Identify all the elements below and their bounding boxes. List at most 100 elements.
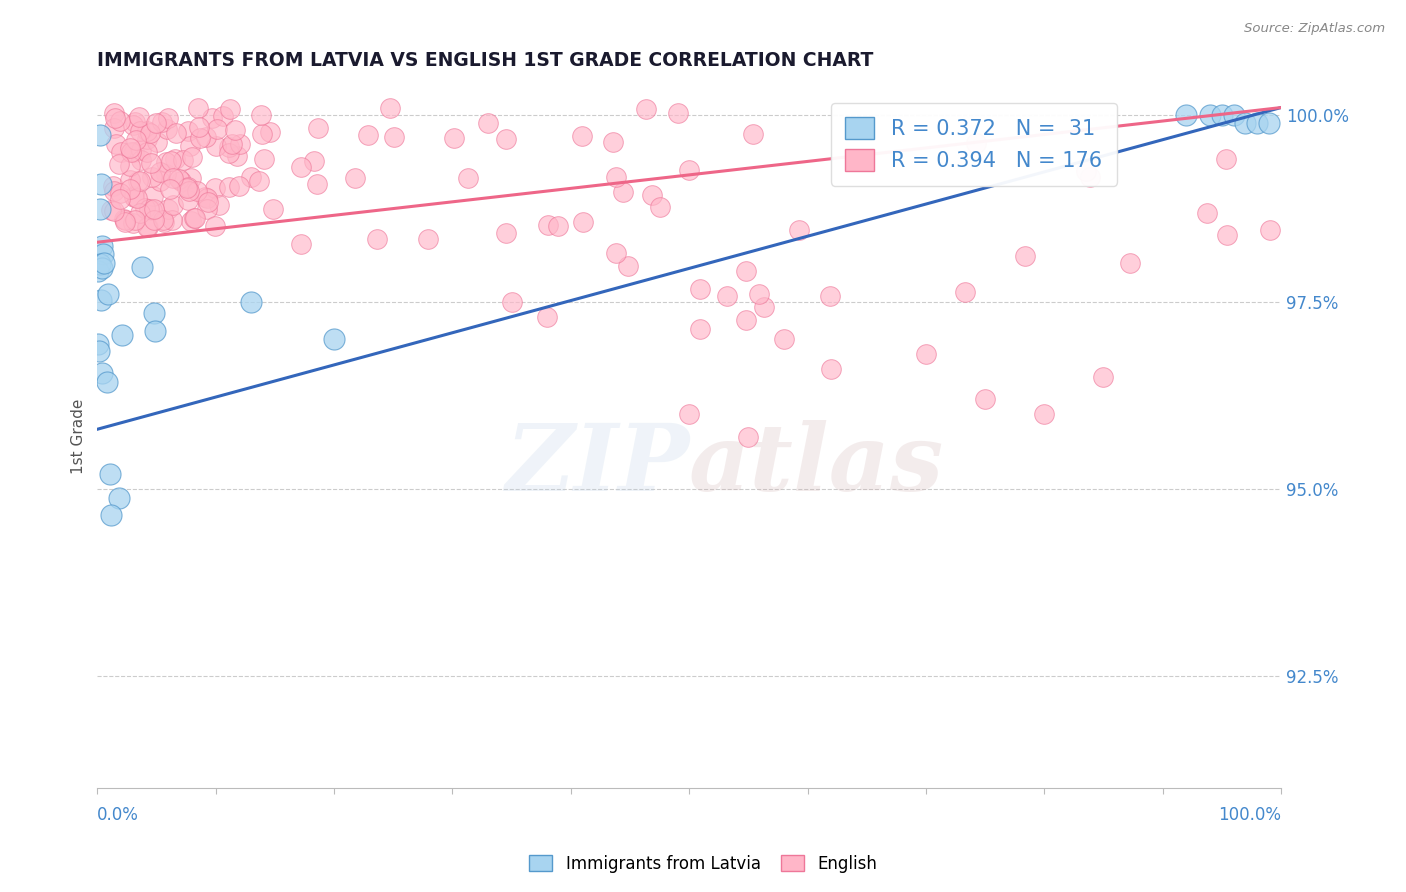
Point: [357, 128, 380, 142]
Point: [122, 217, 145, 231]
Point: [965, 136, 987, 150]
Point: [129, 143, 152, 157]
Point: [122, 118, 145, 132]
Point: [648, 200, 671, 214]
Point: [149, 174, 172, 188]
Point: [145, 136, 167, 150]
Point: [678, 163, 700, 178]
Point: [177, 193, 200, 207]
Point: [155, 155, 177, 169]
Point: [177, 179, 200, 194]
Point: [127, 173, 149, 187]
Point: [153, 215, 176, 229]
Legend: Immigrants from Latvia, English: Immigrants from Latvia, English: [522, 848, 884, 880]
Point: [108, 156, 131, 170]
Point: [87, 344, 110, 359]
Point: [152, 212, 174, 227]
Point: [204, 181, 226, 195]
Point: [97, 286, 120, 301]
Point: [259, 125, 281, 139]
Point: [250, 108, 273, 122]
Point: [104, 136, 127, 151]
Point: [134, 201, 156, 215]
Point: [218, 102, 240, 116]
Point: [184, 211, 207, 225]
Point: [141, 203, 163, 218]
Point: [177, 123, 200, 137]
Point: [145, 116, 167, 130]
Point: [1199, 108, 1222, 122]
Point: [953, 285, 976, 299]
Point: [612, 185, 634, 199]
Point: [307, 121, 329, 136]
Point: [104, 111, 127, 125]
Point: [91, 239, 114, 253]
Point: [495, 226, 517, 240]
Point: [201, 112, 224, 126]
Point: [155, 167, 177, 181]
Point: [1260, 223, 1282, 237]
Point: [98, 467, 121, 482]
Point: [93, 255, 115, 269]
Point: [1215, 152, 1237, 166]
Point: [678, 407, 700, 421]
Point: [156, 122, 179, 136]
Point: [91, 246, 114, 260]
Point: [262, 202, 284, 216]
Point: [1216, 227, 1239, 242]
Point: [89, 202, 111, 216]
Point: [150, 115, 173, 129]
Point: [226, 149, 249, 163]
Point: [218, 140, 240, 154]
Point: [162, 198, 184, 212]
Point: [167, 172, 190, 186]
Point: [114, 213, 136, 227]
Point: [163, 152, 186, 166]
Point: [124, 132, 146, 146]
Point: [1211, 108, 1233, 122]
Point: [143, 324, 166, 338]
Point: [218, 180, 240, 194]
Point: [124, 145, 146, 159]
Point: [89, 257, 111, 271]
Point: [100, 508, 122, 522]
Point: [131, 260, 153, 274]
Text: Source: ZipAtlas.com: Source: ZipAtlas.com: [1244, 22, 1385, 36]
Point: [172, 153, 194, 168]
Point: [290, 160, 312, 174]
Point: [176, 181, 198, 195]
Point: [142, 202, 165, 216]
Point: [1258, 115, 1281, 129]
Point: [735, 313, 758, 327]
Point: [302, 154, 325, 169]
Point: [418, 232, 440, 246]
Point: [179, 138, 201, 153]
Point: [100, 203, 122, 218]
Point: [124, 115, 146, 129]
Point: [536, 310, 558, 324]
Point: [141, 156, 163, 170]
Point: [1033, 407, 1056, 421]
Point: [772, 333, 794, 347]
Point: [735, 264, 758, 278]
Point: [122, 190, 145, 204]
Point: [162, 171, 184, 186]
Point: [135, 124, 157, 138]
Point: [666, 105, 689, 120]
Point: [382, 130, 405, 145]
Point: [120, 159, 142, 173]
Point: [640, 188, 662, 202]
Point: [501, 295, 523, 310]
Point: [636, 102, 658, 116]
Legend: R = 0.372   N =  31, R = 0.394   N = 176: R = 0.372 N = 31, R = 0.394 N = 176: [831, 103, 1116, 186]
Point: [177, 185, 200, 199]
Point: [103, 120, 125, 135]
Point: [128, 110, 150, 124]
Point: [135, 132, 157, 146]
Point: [787, 223, 810, 237]
Point: [249, 174, 271, 188]
Point: [754, 300, 776, 314]
Point: [218, 146, 240, 161]
Point: [180, 213, 202, 227]
Point: [221, 136, 243, 151]
